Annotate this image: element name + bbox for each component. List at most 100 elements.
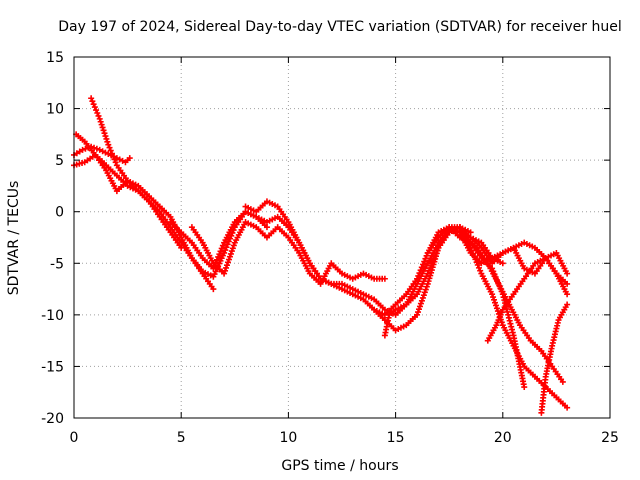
data-point [224,259,231,266]
data-point [101,130,108,137]
data-point [210,265,217,272]
series-sat-a [71,143,133,166]
data-point [415,309,422,316]
data-point [416,303,423,310]
series-sat-n [463,234,566,385]
data-point [417,300,424,307]
data-point [223,244,230,251]
data-point [420,292,427,299]
x-tick-label: 25 [601,430,619,446]
data-point [95,112,102,119]
data-point [221,249,228,256]
series-line [486,251,569,342]
data-point [98,121,105,128]
data-point [228,232,235,239]
y-tick-label: 0 [55,205,64,221]
data-point [492,299,499,306]
y-tick-label: 5 [55,153,64,169]
data-point [419,261,426,268]
data-point [477,267,484,274]
data-point [106,144,113,151]
y-tick-label: -5 [50,256,64,272]
data-point [521,384,528,391]
data-point [219,242,226,249]
data-point [499,260,506,267]
data-point [228,248,235,255]
data-point [417,267,424,274]
data-point [418,297,425,304]
series-sat-m [538,301,571,416]
data-point [100,127,107,134]
x-tick-label: 15 [387,430,405,446]
data-point [213,256,220,263]
data-point [103,135,110,142]
data-point [223,264,230,271]
data-point [421,289,428,296]
data-point [227,250,234,257]
data-point [225,256,232,263]
data-point [423,283,430,290]
data-point [415,306,422,313]
data-point [94,109,101,116]
x-tick-label: 10 [279,430,297,446]
data-point [216,251,223,258]
data-point [490,294,497,301]
data-point [493,305,500,312]
data-point [491,296,498,303]
data-point [381,275,388,282]
data-point [423,252,430,259]
data-point [99,124,106,131]
data-point [559,378,566,385]
data-series [71,95,571,416]
x-tick-label: 0 [70,430,79,446]
data-point [564,291,571,298]
data-point [422,286,429,293]
x-axis-label: GPS time / hours [281,458,398,474]
data-point [489,291,496,298]
data-point [88,95,95,102]
data-point [564,404,571,411]
data-point [492,302,499,309]
data-point [494,308,501,315]
data-point [414,311,421,318]
chart-title: Day 197 of 2024, Sidereal Day-to-day VTE… [58,19,621,35]
data-point [227,235,234,242]
x-tick-labels: 0 5 10 15 20 25 [70,430,619,446]
grid-lines [73,56,611,419]
data-point [91,104,98,111]
data-point [215,253,222,260]
data-point [222,247,229,254]
data-point [475,264,482,271]
series-sat-d [88,95,185,251]
data-point [126,155,133,162]
plot-frame [73,56,611,419]
data-point [564,301,571,308]
data-point [474,262,481,269]
data-point [79,146,86,153]
data-point [97,118,104,125]
data-point [221,270,228,277]
data-point [217,248,224,255]
data-point [90,101,97,108]
data-point [178,244,185,251]
y-tick-label: -10 [41,308,64,324]
data-point [419,294,426,301]
data-point [418,264,425,271]
y-tick-labels: 15 10 5 0 -5 -10 -15 -20 [41,50,64,427]
series-sat-l [484,249,571,344]
y-tick-label: 15 [46,50,64,66]
data-point [230,242,237,249]
x-tick-label: 20 [494,430,512,446]
data-point [224,262,231,269]
data-point [222,267,229,274]
data-point [96,115,103,122]
data-point [89,98,96,105]
series-sat-f [188,219,388,287]
data-point [564,270,571,277]
data-point [102,133,109,140]
y-tick-label: -15 [41,359,64,375]
data-point [93,107,100,114]
y-tick-label: 10 [46,102,64,118]
y-tick-label: -20 [41,411,64,427]
